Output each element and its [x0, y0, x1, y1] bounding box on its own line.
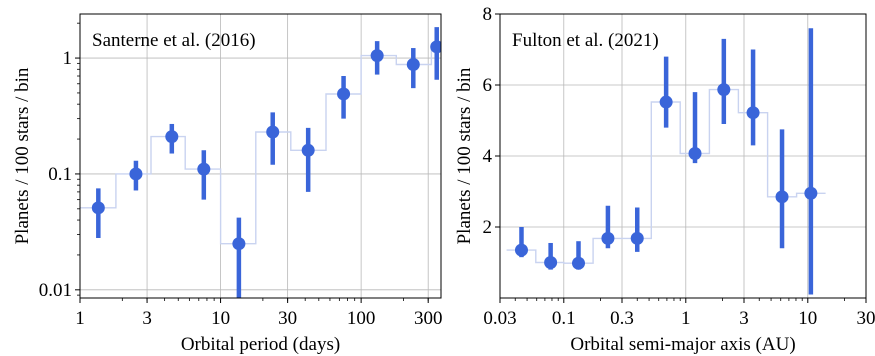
data-point: [746, 106, 760, 120]
x-tick-label: 30: [278, 308, 297, 329]
data-point: [544, 256, 558, 269]
data-point: [601, 231, 615, 245]
data-point: [337, 87, 351, 101]
data-point: [775, 190, 789, 204]
data-layer: [506, 28, 826, 295]
step-histogram: [80, 46, 441, 245]
data-point: [165, 130, 179, 144]
y-tick-label: 0.1: [48, 164, 72, 185]
y-axis-label: Planets / 100 stars / bin: [12, 67, 33, 244]
chart-panel-2: 0.03 0.1 0.3 1 3 10 30 2 4 6 8 Fulton et al. (2021)…: [454, 4, 875, 355]
x-tick-label: 10: [798, 308, 817, 329]
y-tick-label: 6: [483, 75, 493, 96]
y-tick-label: 0.01: [39, 280, 72, 301]
data-point: [91, 201, 105, 215]
data-point: [572, 256, 586, 270]
data-point: [717, 83, 731, 97]
data-point: [630, 231, 644, 245]
x-tick-label: 0.03: [483, 308, 516, 329]
data-point: [804, 186, 818, 200]
plot-frame: [79, 13, 442, 299]
data-point: [301, 143, 315, 157]
x-axis-label: Orbital semi-major axis (AU): [570, 334, 795, 355]
data-point: [197, 162, 211, 176]
data-point: [406, 57, 420, 71]
x-axis-label: Orbital period (days): [181, 334, 340, 355]
y-tick-label: 1: [63, 48, 73, 69]
data-point: [514, 243, 528, 257]
data-point: [659, 95, 673, 109]
y-tick-label: 2: [483, 217, 493, 238]
data-layer: [80, 27, 441, 298]
chart-title: Fulton et al. (2021): [512, 30, 659, 51]
data-point: [430, 40, 441, 54]
chart-title: Santerne et al. (2016): [92, 30, 256, 51]
x-tick-label: 3: [142, 308, 152, 329]
data-point: [129, 167, 143, 181]
x-tick-label: 1: [75, 308, 85, 329]
x-tick-label: 0.1: [552, 308, 576, 329]
y-tick-label: 8: [483, 4, 493, 25]
x-tick-label: 10: [211, 308, 230, 329]
chart-panel-1: 1 3 10 30 100 300 0.01 0.1 1 Santerne et al. (201…: [12, 13, 443, 355]
step-histogram: [506, 88, 826, 264]
y-axis-label: Planets / 100 stars / bin: [454, 67, 475, 244]
data-point: [232, 237, 246, 251]
data-point: [688, 147, 702, 161]
data-point: [370, 49, 384, 63]
x-tick-label: 3: [739, 308, 749, 329]
x-tick-label: 100: [347, 308, 376, 329]
x-tick-label: 0.3: [610, 308, 634, 329]
x-tick-label: 30: [857, 308, 875, 329]
x-tick-label: 300: [414, 308, 443, 329]
data-point: [266, 125, 280, 139]
x-tick-label: 1: [681, 308, 691, 329]
y-tick-label: 4: [483, 146, 493, 167]
